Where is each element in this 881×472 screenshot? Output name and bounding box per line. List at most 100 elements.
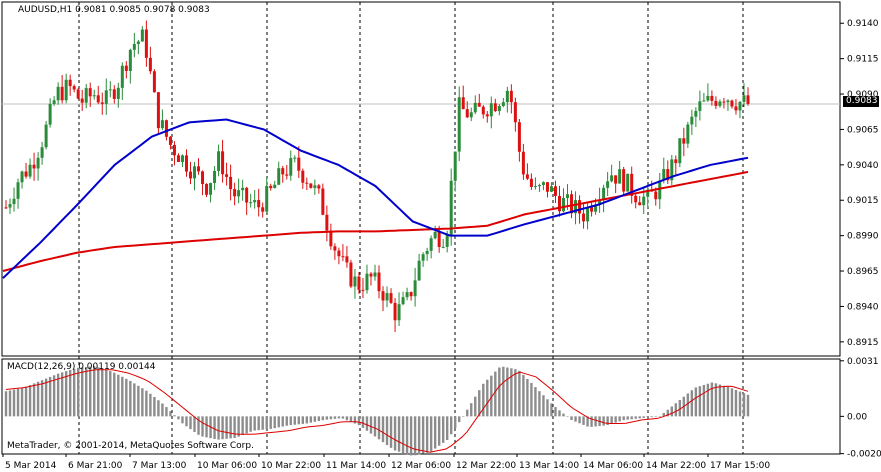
- candle: [309, 183, 313, 189]
- macd-bar: [650, 416, 653, 418]
- macd-bar: [281, 416, 284, 427]
- candle: [606, 172, 610, 196]
- candle: [265, 177, 269, 214]
- candle-body: [168, 136, 172, 145]
- candle-body: [265, 185, 269, 212]
- macd-bar: [241, 416, 244, 436]
- candle: [722, 98, 726, 109]
- candle-body: [136, 41, 140, 45]
- candle-body: [245, 187, 249, 203]
- candle: [341, 244, 345, 262]
- candle-body: [297, 157, 301, 171]
- candle: [630, 166, 634, 204]
- candle-body: [241, 187, 245, 191]
- x-tick-label: 11 Mar 14:00: [326, 461, 386, 471]
- candle-body: [393, 302, 397, 321]
- candle: [610, 164, 614, 183]
- candle: [373, 264, 377, 281]
- candle: [144, 20, 148, 67]
- macd-bar: [121, 376, 124, 417]
- candle: [180, 154, 184, 168]
- macd-bar: [433, 416, 437, 449]
- candle: [485, 111, 489, 123]
- candle: [108, 81, 112, 98]
- candle: [369, 271, 373, 286]
- macd-bar: [622, 416, 625, 421]
- candle-body: [401, 297, 405, 305]
- candle-body: [417, 260, 421, 281]
- macd-bar: [558, 410, 561, 417]
- x-tick-label: 5 Mar 2014: [5, 461, 57, 471]
- macd-bar: [52, 375, 56, 417]
- candle-body: [622, 169, 626, 192]
- candle: [245, 186, 249, 215]
- candle-body: [152, 71, 156, 93]
- macd-bar: [510, 368, 513, 417]
- macd-bar: [181, 416, 184, 424]
- candle-body: [381, 291, 385, 301]
- candle: [457, 86, 461, 162]
- candle: [666, 160, 670, 185]
- candle-body: [570, 194, 574, 214]
- candle-body: [144, 29, 148, 58]
- macd-bar: [221, 416, 224, 440]
- x-tick-label: 14 Mar 22:00: [646, 461, 706, 471]
- candle: [357, 272, 361, 294]
- candle-body: [566, 194, 570, 199]
- candle: [570, 190, 574, 219]
- candle: [225, 162, 229, 186]
- candle: [461, 85, 465, 110]
- candle: [513, 97, 517, 132]
- candle: [213, 166, 217, 190]
- candle-body: [88, 88, 92, 97]
- candle-body: [124, 65, 128, 71]
- macd-bar: [129, 380, 132, 417]
- candle: [361, 278, 365, 299]
- candle: [706, 83, 710, 102]
- candle: [429, 235, 433, 259]
- candle: [525, 163, 529, 181]
- x-tick-label: 7 Mar 13:00: [132, 461, 187, 471]
- macd-bar: [437, 416, 441, 446]
- candle-body: [574, 200, 578, 214]
- macd-bar: [369, 416, 373, 434]
- macd-y-tick-label: 0.00: [847, 412, 867, 422]
- candle-body: [40, 147, 44, 158]
- candle: [16, 178, 20, 209]
- macd-bar: [313, 416, 317, 422]
- candle: [465, 101, 469, 119]
- candle: [742, 83, 746, 108]
- candle: [545, 182, 549, 198]
- macd-bar: [113, 372, 116, 417]
- candle-body: [481, 106, 485, 115]
- candle: [128, 48, 132, 84]
- candle-body: [217, 151, 221, 171]
- candle-body: [489, 103, 493, 117]
- candle: [148, 46, 152, 75]
- candle: [702, 92, 706, 102]
- macd-bar: [101, 368, 104, 417]
- macd-bar: [742, 393, 746, 417]
- candle: [301, 168, 305, 189]
- candle: [209, 182, 213, 203]
- candle-body: [321, 188, 325, 215]
- macd-bar: [666, 409, 669, 417]
- macd-bar: [373, 416, 377, 437]
- candle: [197, 158, 201, 175]
- macd-bar: [309, 416, 313, 423]
- macd-panel-frame: [1, 358, 841, 455]
- candle: [634, 192, 638, 209]
- candle: [698, 90, 702, 121]
- macd-bar: [185, 416, 188, 427]
- macd-histogram: [4, 366, 750, 456]
- candle-body: [221, 151, 225, 175]
- macd-bar: [173, 415, 176, 417]
- candle: [241, 179, 245, 201]
- candle: [84, 83, 88, 109]
- macd-bar: [393, 416, 397, 451]
- candle: [329, 223, 333, 250]
- macd-bar: [646, 416, 649, 418]
- macd-bar: [12, 389, 16, 417]
- macd-bar: [177, 416, 180, 420]
